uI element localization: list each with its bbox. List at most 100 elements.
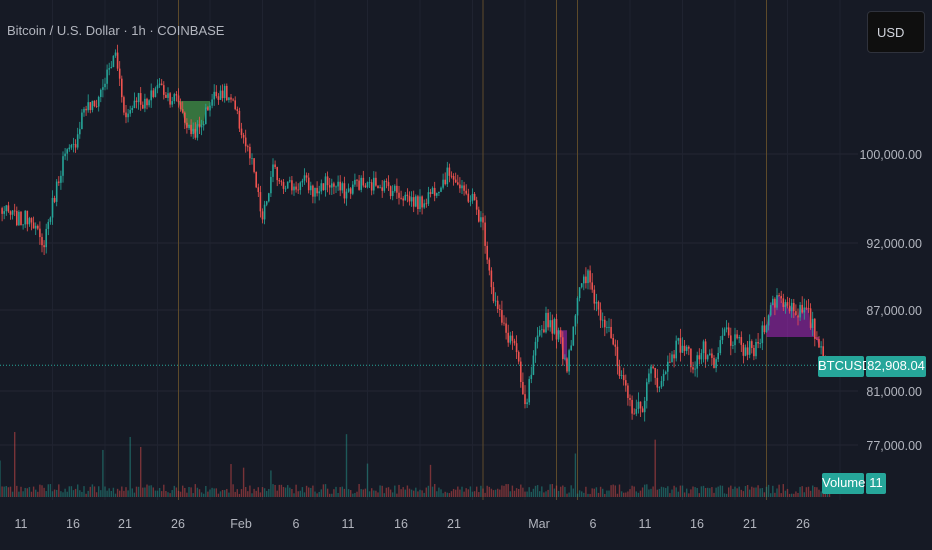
candle-body: [486, 245, 488, 260]
volume-bar: [786, 488, 789, 497]
volume-bar: [289, 487, 291, 497]
candle-body: [782, 298, 785, 308]
volume-bar: [387, 487, 390, 497]
volume-bar: [140, 446, 142, 497]
volume-bar: [415, 487, 417, 497]
volume-bar: [589, 493, 591, 497]
volume-bar: [257, 487, 259, 497]
volume-bar: [574, 453, 577, 497]
candle-body: [276, 167, 278, 181]
candle-body: [242, 134, 245, 138]
volume-bar: [66, 491, 68, 497]
candle-body: [102, 87, 104, 90]
volume-bar: [26, 488, 28, 497]
volume-bar: [776, 488, 778, 497]
volume-bar: [226, 488, 228, 497]
volume-bar: [427, 485, 430, 497]
candle-body: [658, 386, 661, 388]
volume-bar: [692, 486, 694, 497]
candle-body: [763, 325, 766, 333]
volume-bar: [343, 488, 346, 497]
candle-body: [488, 259, 491, 271]
candle-body: [299, 182, 302, 191]
volume-bar: [686, 488, 688, 497]
volume-bar: [169, 493, 171, 497]
candle-body: [769, 305, 772, 316]
volume-bar: [570, 485, 572, 497]
volume-bar: [551, 484, 553, 497]
volume-bar: [620, 491, 623, 497]
volume-bar: [9, 486, 12, 497]
green-highlight-fill: [178, 101, 210, 138]
volume-bar: [715, 487, 717, 497]
candle-body: [822, 346, 824, 360]
volume-bar: [146, 484, 148, 497]
candle-body: [641, 408, 644, 413]
volume-bar: [137, 486, 140, 497]
candle-body: [459, 184, 461, 189]
candle-body: [198, 124, 201, 128]
candle-body: [700, 353, 703, 360]
volume-bar: [463, 491, 465, 497]
volume-bar: [5, 486, 7, 497]
volume-bar: [60, 491, 62, 497]
candle-body: [379, 187, 381, 189]
candle-body: [717, 352, 719, 360]
volume-bar: [652, 486, 654, 497]
candle-body: [200, 125, 203, 128]
candle-body: [47, 221, 50, 229]
volume-bar: [280, 484, 283, 497]
candle-body: [3, 211, 5, 214]
volume-bar: [627, 491, 629, 497]
volume-bar: [816, 487, 818, 497]
volume-bar: [681, 485, 684, 497]
candle-body: [608, 326, 610, 328]
candle-body: [629, 397, 631, 400]
candle-body: [352, 184, 354, 194]
volume-bar: [757, 485, 759, 497]
volume-bar: [503, 485, 505, 497]
candle-body: [186, 122, 188, 129]
candle-body: [688, 346, 690, 349]
candle-body: [207, 107, 209, 111]
time-tick-label: 16: [66, 517, 80, 531]
candle-body: [757, 341, 759, 344]
candle-body: [532, 355, 535, 375]
volume-label-badge: Volume: [822, 473, 865, 494]
volume-bar: [91, 484, 94, 497]
volume-bar: [47, 484, 49, 497]
volume-bar: [444, 491, 446, 497]
volume-bar: [114, 493, 117, 497]
candle-body: [711, 353, 713, 358]
volume-bar: [402, 487, 404, 497]
candle-body: [715, 359, 717, 368]
candle-body: [154, 88, 157, 97]
volume-bar: [662, 487, 665, 497]
volume-bar: [425, 487, 427, 497]
candle-body: [110, 67, 113, 69]
candle-body: [431, 187, 434, 194]
candle-body: [125, 112, 127, 118]
volume-bar: [591, 488, 593, 497]
candle-body: [669, 361, 671, 363]
volume-bar: [190, 487, 192, 497]
volume-bar: [713, 492, 715, 497]
candle-body: [759, 343, 761, 344]
volume-bar: [650, 488, 652, 497]
candle-body: [261, 211, 264, 220]
candle-body: [572, 326, 575, 346]
volume-bar: [614, 485, 616, 497]
volume-bar: [234, 491, 236, 497]
candle-body: [85, 108, 87, 111]
currency-button[interactable]: USD: [867, 11, 925, 53]
candle-body: [238, 110, 241, 129]
candle-body: [473, 193, 476, 201]
volume-bar: [801, 486, 803, 497]
volume-bar: [83, 486, 85, 497]
candle-body: [417, 196, 419, 210]
candle-body: [410, 197, 413, 202]
volume-bar: [675, 487, 677, 497]
candle-body: [553, 318, 556, 334]
volume-bar: [360, 489, 362, 497]
